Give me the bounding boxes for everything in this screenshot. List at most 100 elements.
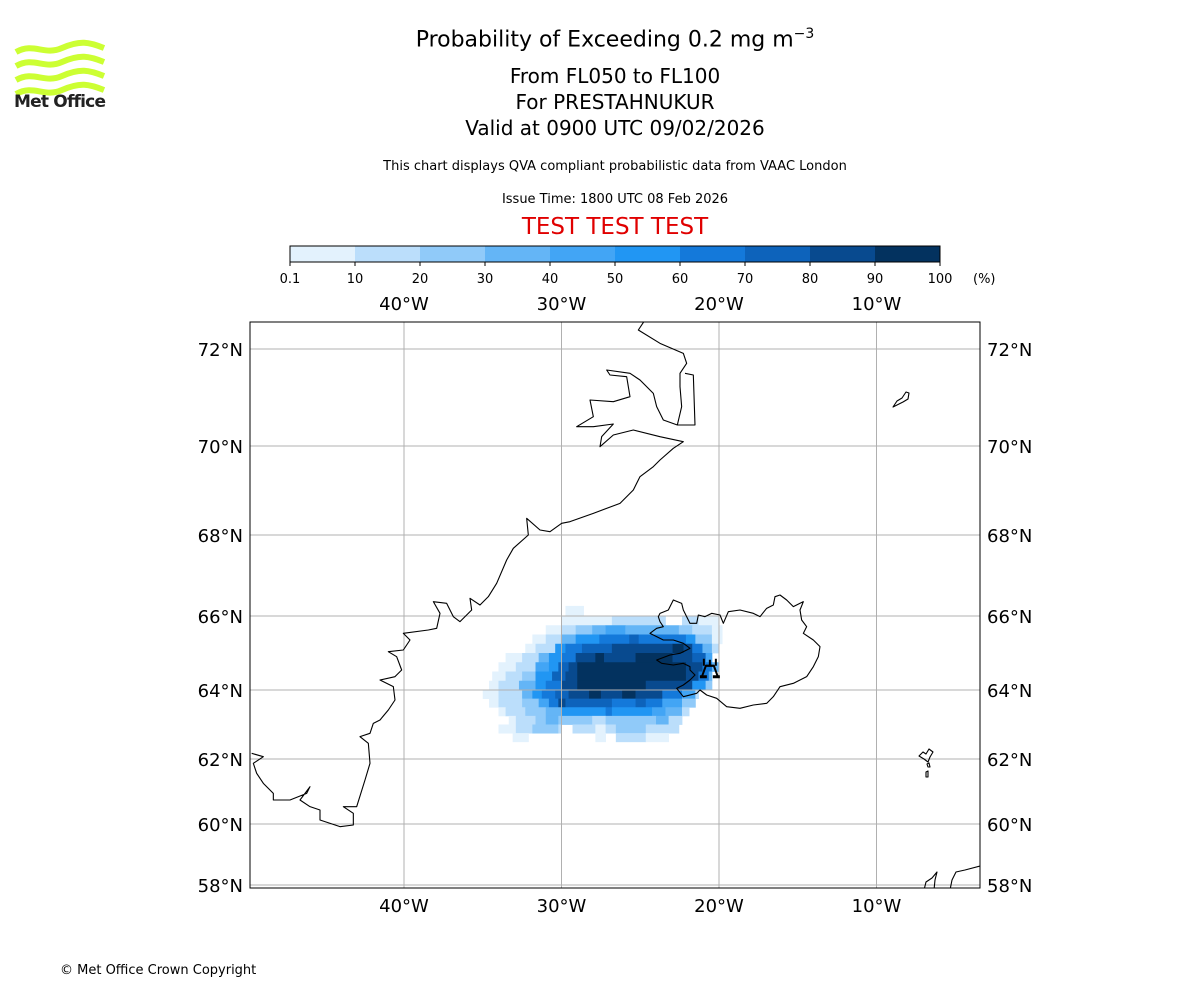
plume-cell <box>522 653 540 663</box>
plume-cell <box>498 680 520 691</box>
plume-cell <box>535 671 553 682</box>
lon-tick-label: 20°W <box>694 896 744 917</box>
plume-cell <box>565 605 584 617</box>
flight-level-range: From FL050 to FL100 <box>509 64 721 88</box>
plume-cell <box>535 680 547 691</box>
colorbar-swatch <box>355 246 421 262</box>
colorbar-swatch <box>485 246 551 262</box>
lat-tick-label: 62°N <box>198 750 243 771</box>
colorbar-tick-label: 90 <box>867 272 884 287</box>
plume-cell <box>552 671 566 682</box>
lon-tick-label: 20°W <box>694 294 744 315</box>
colorbar-swatch <box>810 246 876 262</box>
colorbar-tick-label: 10 <box>347 272 364 287</box>
gridlines <box>250 322 980 888</box>
plume-cell <box>535 643 556 654</box>
lat-tick-label: 72°N <box>198 340 243 361</box>
lat-tick-label: 70°N <box>987 437 1032 458</box>
plume-cell <box>698 616 720 626</box>
iceland-coastline <box>650 595 820 708</box>
plume-cell <box>595 653 605 663</box>
colorbar-swatch <box>550 246 616 262</box>
plume-cell <box>589 690 602 700</box>
plume-cell <box>685 671 699 682</box>
plume-cell <box>635 698 647 708</box>
plume-cell <box>711 643 720 654</box>
plume-cell <box>662 690 683 700</box>
lat-tick-label: 58°N <box>987 876 1032 897</box>
plume-cell <box>512 733 529 743</box>
volcano-name: For PRESTAHNUKUR <box>515 90 715 114</box>
plume-cell <box>515 662 536 672</box>
plume-cell <box>702 662 713 672</box>
plume-cell <box>482 690 499 700</box>
plume-cell <box>652 707 666 717</box>
plume-cell <box>515 715 536 725</box>
colorbar-tick-label: 20 <box>412 272 429 287</box>
plume-cell <box>525 707 547 717</box>
plume-cell <box>685 634 696 645</box>
plume-cell <box>572 724 596 734</box>
plume-cell <box>558 715 593 725</box>
plume-cell <box>692 625 713 635</box>
plume-cell <box>681 698 696 708</box>
lon-tick-label: 40°W <box>379 294 429 315</box>
plume-cell <box>535 662 550 672</box>
plume-cell <box>604 653 636 663</box>
plume-cell <box>592 625 606 635</box>
plume-cell <box>505 707 526 717</box>
plume-cell <box>505 653 523 663</box>
plume-cell <box>538 698 550 708</box>
plume-cell <box>605 707 613 717</box>
issue-time: Issue Time: 1800 UTC 08 Feb 2026 <box>501 192 729 207</box>
colorbar-tick-label: 0.1 <box>280 272 301 287</box>
plume-cell <box>625 625 680 635</box>
volcano-icon <box>699 658 720 679</box>
plume-cell <box>711 634 723 645</box>
plume-cell <box>498 724 517 734</box>
plume-cell <box>545 680 562 691</box>
plume-cell <box>615 733 647 743</box>
copyright-footer: © Met Office Crown Copyright <box>60 963 257 978</box>
logo-text: Met Office <box>14 92 106 112</box>
faroe-islands-coastline <box>918 748 934 778</box>
lon-tick-label: 40°W <box>379 896 429 917</box>
plume-cell <box>683 643 693 654</box>
plume-cell <box>561 634 577 645</box>
plume-cell <box>505 671 523 682</box>
plume-cell <box>532 724 559 734</box>
plume-cell <box>541 690 556 700</box>
plume-cell <box>635 690 663 700</box>
plume-cell <box>565 643 583 654</box>
test-banner: TEST TEST TEST <box>521 214 709 240</box>
plume-cell <box>672 653 693 663</box>
plume-cell <box>498 662 517 672</box>
plume-cell <box>645 724 680 734</box>
met-office-logo <box>14 39 106 97</box>
plume-cell <box>515 724 533 734</box>
greenland-coastline <box>252 320 695 827</box>
plume-cell <box>681 616 699 626</box>
lon-tick-label: 10°W <box>852 294 902 315</box>
scotland-coastline <box>923 865 980 888</box>
lat-tick-label: 66°N <box>987 607 1032 628</box>
plume-cell <box>561 680 578 691</box>
plume-cell <box>577 671 687 682</box>
colorbar-tick-label: 30 <box>477 272 494 287</box>
plume-cell <box>599 634 630 645</box>
colorbar-tick-label: 80 <box>802 272 819 287</box>
plume-cell <box>568 690 590 700</box>
plume-cell <box>555 643 566 654</box>
plume-cell <box>695 634 713 645</box>
plume-cell <box>492 671 506 682</box>
plume-cell <box>678 625 693 635</box>
plume-cell <box>522 690 533 700</box>
chart-title: Probability of Exceeding 0.2 mg m−3 <box>415 26 815 53</box>
colorbar-tick-label: 70 <box>737 272 754 287</box>
plume-cell <box>538 653 550 663</box>
colorbar-unit: (%) <box>973 272 996 287</box>
plume-cell <box>561 653 577 663</box>
plume-cell <box>577 680 647 691</box>
plume-cell <box>498 707 506 717</box>
